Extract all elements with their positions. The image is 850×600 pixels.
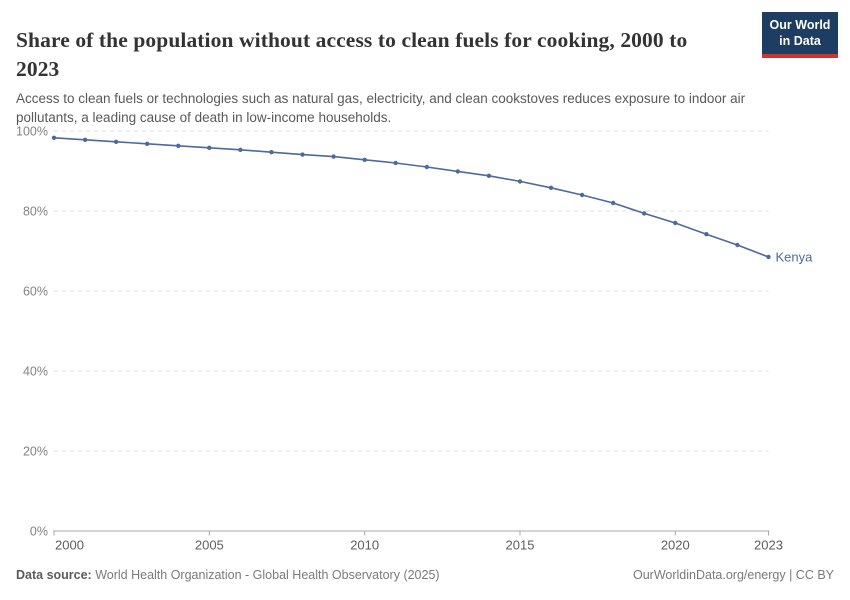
series-line-kenya xyxy=(53,136,770,258)
owid-logo[interactable]: Our World in Data xyxy=(762,12,838,59)
data-point[interactable] xyxy=(424,164,429,170)
series-end-label[interactable]: Kenya xyxy=(776,250,814,265)
data-point[interactable] xyxy=(207,145,212,150)
y-axis-tick-label: 40% xyxy=(23,365,48,379)
data-point[interactable] xyxy=(300,152,305,157)
y-axis-tick-label: 80% xyxy=(23,205,48,219)
y-axis-tick-label: 0% xyxy=(30,525,48,539)
data-point[interactable] xyxy=(145,141,150,146)
data-point[interactable] xyxy=(176,143,181,148)
data-point[interactable] xyxy=(611,200,616,206)
x-axis-tick-label: 2005 xyxy=(195,538,224,553)
data-point[interactable] xyxy=(362,157,367,162)
data-point[interactable] xyxy=(517,179,523,184)
data-point[interactable] xyxy=(455,169,460,174)
data-point[interactable] xyxy=(579,192,585,198)
data-point[interactable] xyxy=(393,160,398,166)
line-chart[interactable]: 0% 20% 40% 60% 80% 100% 2000 2005 2010 2015 2020 20… xyxy=(0,118,850,563)
x-axis-tick-label: 2015 xyxy=(506,538,535,553)
x-axis-tick-label: 2023 xyxy=(754,538,783,553)
data-point[interactable] xyxy=(82,137,88,142)
data-source-text: World Health Organization - Global Healt… xyxy=(91,568,440,582)
data-point[interactable] xyxy=(704,232,709,237)
attribution-link[interactable]: OurWorldinData.org/energy | CC BY xyxy=(632,568,834,582)
y-axis-tick-label: 100% xyxy=(16,125,48,139)
data-point[interactable] xyxy=(269,150,274,155)
data-point[interactable] xyxy=(51,135,57,140)
chart-subtitle: Access to clean fuels or technologies su… xyxy=(16,90,746,126)
data-source-label: Data source: xyxy=(16,568,92,582)
owid-logo-line1: Our World xyxy=(769,18,831,32)
data-source: Data source: World Health Organization -… xyxy=(16,568,440,582)
owid-logo-line2: in Data xyxy=(779,33,821,48)
data-point[interactable] xyxy=(486,173,492,178)
y-axis-tick-label: 60% xyxy=(23,285,48,299)
page-title: Share of the population without access t… xyxy=(16,28,688,81)
data-point[interactable] xyxy=(766,254,771,260)
data-point[interactable] xyxy=(548,185,554,190)
data-point[interactable] xyxy=(238,147,243,152)
y-axis-tick-label: 20% xyxy=(23,445,48,459)
chart-footer: Data source: World Health Organization -… xyxy=(16,568,834,582)
x-axis-tick-label: 2010 xyxy=(350,538,379,553)
x-axis-tick-label: 2000 xyxy=(55,538,84,553)
data-point[interactable] xyxy=(673,220,678,226)
data-point[interactable] xyxy=(113,139,119,144)
x-axis-tick-label: 2020 xyxy=(661,538,690,553)
data-point[interactable] xyxy=(331,154,336,159)
data-point[interactable] xyxy=(735,242,740,248)
data-point[interactable] xyxy=(642,211,647,216)
